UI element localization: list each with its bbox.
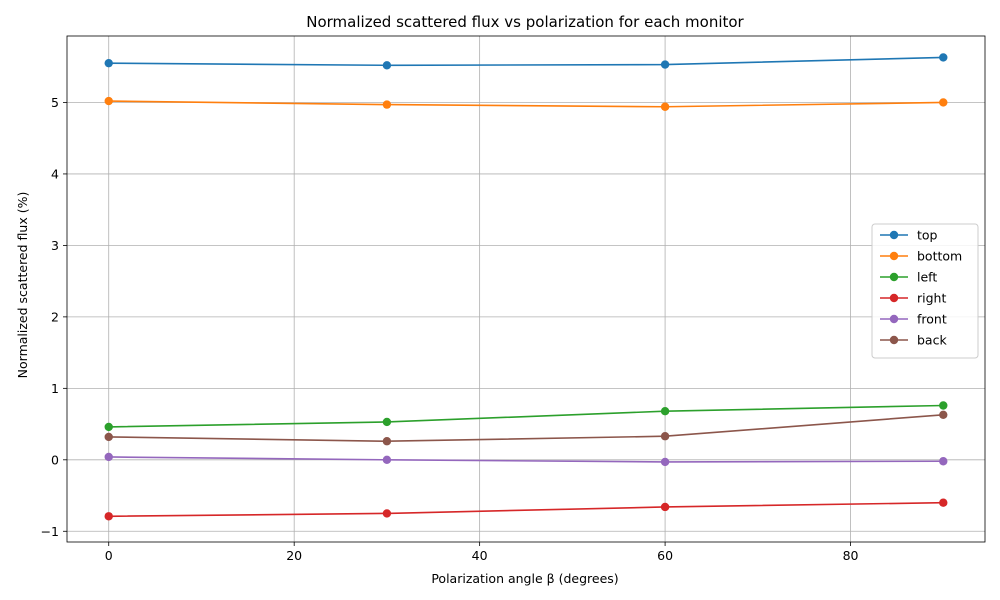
y-tick-label: 0 xyxy=(51,452,59,467)
legend-label-back: back xyxy=(917,333,947,348)
y-tick-label: 5 xyxy=(51,95,59,110)
x-tick-label: 40 xyxy=(472,548,488,563)
legend-label-right: right xyxy=(917,291,946,306)
legend-marker-back xyxy=(889,335,899,345)
legend-entry-bottom: bottom xyxy=(880,249,962,264)
y-tick-label: 4 xyxy=(51,166,59,181)
x-axis-title: Polarization angle β (degrees) xyxy=(431,571,618,586)
data-point-top xyxy=(939,53,948,62)
data-point-front xyxy=(104,452,113,462)
data-point-top xyxy=(104,58,113,68)
grid xyxy=(67,36,985,542)
legend-marker-left xyxy=(889,272,899,282)
data-point-back xyxy=(660,432,670,441)
legend-box xyxy=(871,223,979,359)
series-front xyxy=(104,452,948,467)
series-top xyxy=(104,53,948,70)
y-axis-title: Normalized scattered flux (%) xyxy=(15,192,30,379)
y-tick-label: 1 xyxy=(51,381,59,396)
series-lines xyxy=(104,53,948,521)
y-tick-label: 2 xyxy=(51,309,59,324)
data-point-right xyxy=(104,512,113,521)
legend-entry-top: top xyxy=(880,228,938,243)
x-tick-label: 0 xyxy=(105,548,113,563)
legend-marker-front xyxy=(889,314,899,324)
series-line-back xyxy=(108,413,944,443)
data-point-front xyxy=(660,457,670,467)
legend-entry-back: back xyxy=(880,333,947,348)
axes: 0 20 40 60 80 −1 0 1 2 3 4 5 xyxy=(41,35,986,563)
legend-label-front: front xyxy=(917,312,947,327)
series-left xyxy=(104,401,948,432)
data-point-left xyxy=(939,401,948,410)
legend-label-left: left xyxy=(917,270,937,285)
data-point-top xyxy=(382,61,392,70)
data-point-front xyxy=(382,455,392,465)
x-tick-label: 60 xyxy=(657,548,673,563)
data-point-left xyxy=(382,417,392,427)
series-line-top xyxy=(108,56,944,67)
legend-label-bottom: bottom xyxy=(917,249,962,264)
legend-entry-right: right xyxy=(880,291,946,306)
x-tick-label: 80 xyxy=(843,548,859,563)
chart-title: Normalized scattered flux vs polarizatio… xyxy=(306,13,744,31)
legend: top bottom left right front back xyxy=(871,223,979,359)
series-line-bottom xyxy=(108,100,944,108)
data-point-right xyxy=(660,502,670,512)
data-point-bottom xyxy=(939,98,948,107)
data-point-back xyxy=(104,432,113,442)
data-point-back xyxy=(382,437,392,446)
series-line-left xyxy=(108,404,944,428)
series-back xyxy=(104,410,948,446)
y-tick-label: 3 xyxy=(51,238,59,253)
data-point-left xyxy=(660,407,670,416)
data-point-bottom xyxy=(660,102,670,111)
legend-marker-right xyxy=(889,293,899,303)
legend-entry-front: front xyxy=(880,312,947,327)
series-line-right xyxy=(108,501,944,518)
series-line-front xyxy=(108,456,944,463)
legend-entry-left: left xyxy=(880,270,937,285)
series-right xyxy=(104,498,948,521)
data-point-bottom xyxy=(104,96,113,106)
legend-label-top: top xyxy=(917,228,938,243)
plot-frame xyxy=(66,35,986,543)
legend-marker-bottom xyxy=(889,251,899,261)
data-point-back xyxy=(939,410,948,419)
series-bottom xyxy=(104,96,948,111)
data-point-left xyxy=(104,422,113,432)
x-tick-label: 20 xyxy=(286,548,302,563)
data-point-front xyxy=(939,457,948,466)
data-point-right xyxy=(382,509,392,518)
data-point-top xyxy=(660,60,670,69)
data-point-bottom xyxy=(382,100,392,109)
data-point-right xyxy=(939,498,948,507)
y-tick-label: −1 xyxy=(41,524,59,539)
legend-marker-top xyxy=(889,230,899,240)
